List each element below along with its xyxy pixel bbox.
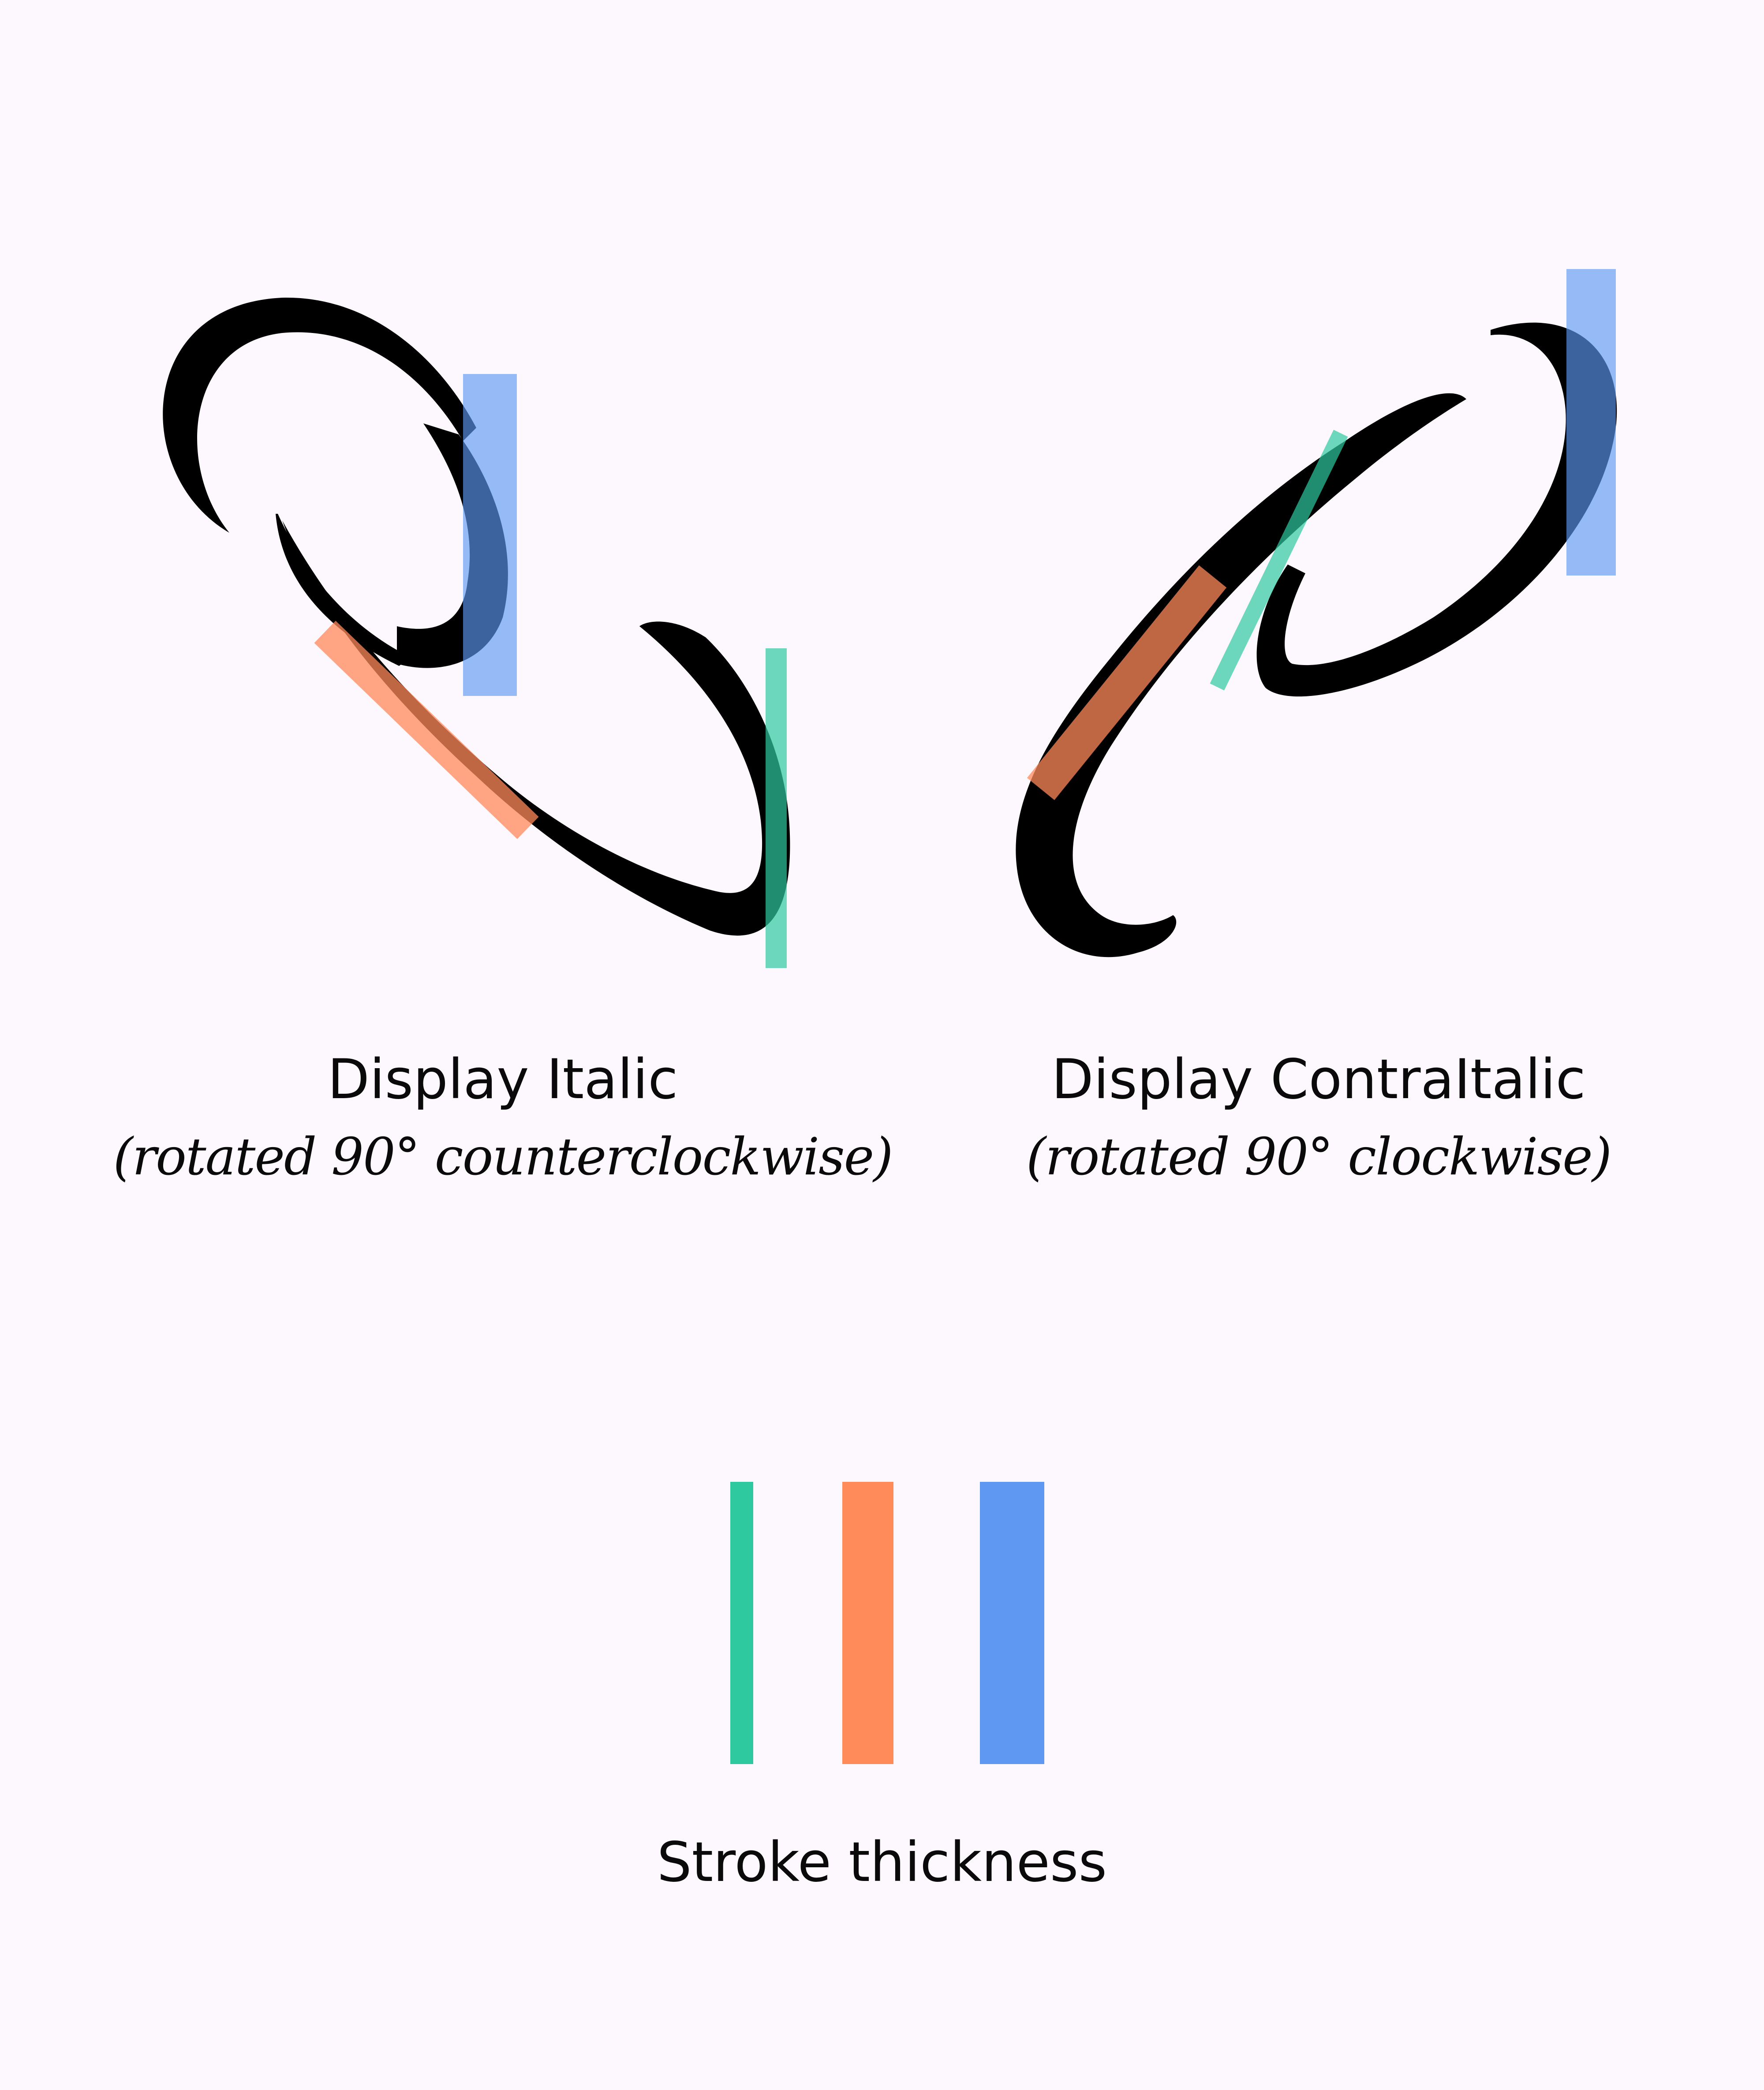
- legend-caption: Stroke thickness: [657, 1831, 1107, 1894]
- display-italic-note: (rotated 90° counterclockwise): [113, 1127, 893, 1187]
- contra-teal-marker: [1210, 430, 1348, 691]
- contra-sweep-stroke: [1016, 393, 1466, 957]
- display-italic-title: Display Italic: [327, 1048, 678, 1111]
- display-italic-glyph: [163, 297, 790, 968]
- display-contraitalic-title: Display ContraItalic: [1051, 1048, 1586, 1111]
- display-contraitalic-note: (rotated 90° clockwise): [1026, 1127, 1612, 1187]
- legend-blue-swatch: [980, 1482, 1044, 1764]
- display-italic-label: Display Italic (rotated 90° counterclock…: [35, 1041, 970, 1196]
- italic-blue-marker: [463, 374, 517, 696]
- italic-hook-stroke: [163, 297, 476, 533]
- legend-swatches: [730, 1482, 1044, 1764]
- display-contraitalic-glyph: [1016, 269, 1617, 957]
- italic-diagonal-stroke: [276, 514, 410, 666]
- legend-orange-swatch: [842, 1482, 893, 1764]
- display-contraitalic-label: Display ContraItalic (rotated 90° clockw…: [961, 1041, 1676, 1196]
- contra-orange-marker: [1027, 565, 1227, 800]
- italic-orange-marker: [314, 621, 539, 839]
- contra-blue-marker: [1566, 269, 1616, 576]
- legend-teal-swatch: [730, 1482, 753, 1764]
- italic-teal-marker: [766, 648, 787, 968]
- italic-lower-loop-stroke: [282, 520, 790, 936]
